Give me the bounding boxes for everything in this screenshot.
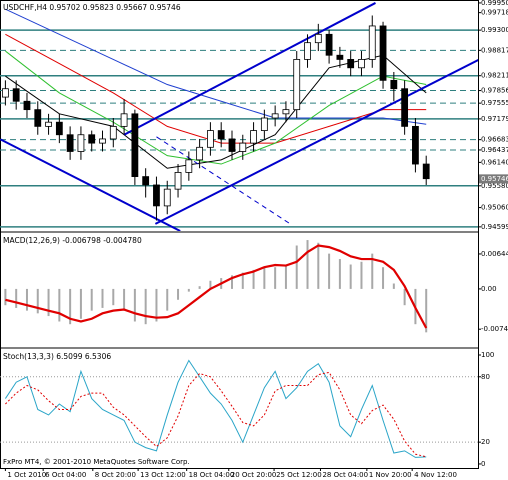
candle-body (390, 79, 398, 90)
y-tick-label: 0.99950 (481, 0, 508, 7)
candle-body (325, 33, 333, 56)
x-tick-label: 18 Oct 04:00 (189, 471, 235, 479)
candle-body (422, 163, 430, 180)
y-tick-label: 0.94599 (481, 223, 508, 231)
panel (0, 359, 478, 458)
panel (4, 240, 428, 333)
x-tick-label: 25 Oct 12:00 (276, 471, 322, 479)
candle-body (207, 130, 214, 148)
candle-body (174, 172, 182, 190)
panel (0, 2, 478, 231)
candle-body (153, 184, 160, 207)
y-tick-label: 0.98211 (481, 72, 508, 80)
candle-body (88, 134, 96, 144)
candle-body (304, 42, 311, 60)
y-tick-label: 20 (481, 438, 490, 446)
y-tick-label: 0.97555 (481, 99, 508, 107)
x-tick-label: 20 Oct 20:00 (231, 471, 277, 479)
candle-body (260, 117, 268, 131)
candle-body (293, 59, 301, 111)
stoch-main-line (4, 359, 427, 458)
candle-body (314, 33, 322, 44)
last-price-box (479, 174, 508, 184)
trend-line (154, 58, 478, 225)
candle-body (55, 121, 63, 136)
footer: FxPro MT4, © 2001-2010 MetaQuotes Softwa… (3, 458, 190, 466)
candle-body (23, 100, 31, 111)
y-tick-label: 0.95580 (481, 182, 508, 190)
x-tick-label: 6 Oct 04:00 (45, 471, 86, 479)
y-tick-label: 0.95060 (481, 204, 508, 212)
candle-body (66, 134, 74, 152)
candle-body (99, 138, 106, 144)
candle-body (239, 142, 247, 152)
candle-body (358, 59, 365, 69)
y-tick-label: 0.96437 (481, 146, 508, 154)
candle-body (109, 125, 117, 140)
y-tick-label: 0.96683 (481, 136, 508, 144)
candle-body (412, 125, 419, 165)
y-tick-label: 100 (481, 351, 494, 359)
x-tick-label: 1 Nov 20:00 (369, 471, 412, 479)
y-tick-label: -0.00742 (481, 325, 508, 333)
y-tick-label: 0.00 (481, 285, 497, 293)
moving-average (5, 54, 427, 169)
candle-body (401, 88, 409, 127)
y-tick-label: 0.96140 (481, 158, 508, 166)
candle-body (271, 113, 279, 119)
candle-body (45, 121, 52, 127)
candle-body (217, 130, 225, 140)
frame (0, 0, 479, 469)
candle-body (131, 113, 139, 177)
candle-body (12, 88, 20, 102)
candle-body (379, 25, 387, 81)
candle-body (142, 176, 150, 186)
stoch-signal-line (5, 371, 427, 458)
panel-title: MACD(12,26,9) -0.006798 -0.004780 (3, 236, 142, 245)
candle-body (185, 159, 193, 173)
candle-body (282, 109, 290, 115)
x-tick-label: 4 Nov 12:00 (414, 471, 457, 479)
candle-body (77, 134, 85, 152)
x-tick-label: 28 Oct 04:00 (322, 471, 368, 479)
candle-body (120, 113, 128, 127)
signal-line (5, 244, 428, 329)
y-tick-label: 0.97179 (481, 115, 508, 123)
candle-body (347, 59, 355, 69)
x-tick-label: 13 Oct 12:00 (140, 471, 186, 479)
candle-body (34, 109, 42, 127)
last-price-label: 0.95746 (481, 175, 508, 183)
y-tick-label: 80 (481, 373, 490, 381)
y-tick-label: 0.98817 (481, 46, 508, 54)
candle-body (163, 188, 171, 207)
panel-title: Stoch(13,3,3) 6.5099 6.5306 (3, 352, 111, 361)
panel-title: USDCHF,H4 0.95702 0.95823 0.95667 0.9574… (3, 3, 181, 12)
candle-body (336, 54, 344, 60)
candle-body (250, 130, 257, 144)
y-tick-label: 0.99300 (481, 26, 508, 34)
candle-body (228, 138, 236, 152)
y-tick-label: 0.00644 (481, 250, 508, 258)
moving-average (5, 50, 427, 165)
trend-line (0, 138, 181, 231)
trend-line (123, 2, 376, 136)
candle-body (196, 146, 204, 161)
x-tick-label: 8 Oct 20:00 (95, 471, 136, 479)
x-tick-label: 1 Oct 2010 (7, 471, 46, 479)
candle-body (1, 88, 9, 98)
y-tick-label: 0 (481, 460, 485, 468)
y-tick-label: 0.97856 (481, 87, 508, 95)
candle-body (368, 25, 376, 60)
y-tick-label: 0.99718 (481, 9, 508, 17)
